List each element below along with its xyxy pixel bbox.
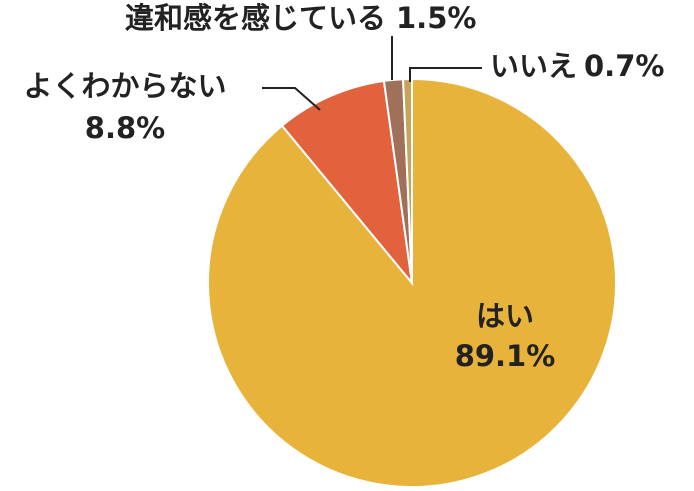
- slice-label: いいえ: [490, 49, 577, 83]
- leader-line: [262, 87, 321, 111]
- pie-slice: [401, 77, 413, 284]
- value-label: 0.7%: [584, 49, 664, 83]
- leader-line: [409, 67, 482, 82]
- slice-label: はい: [476, 299, 534, 333]
- labels: はい 89.1% よくわからない 8.8% 違和感を感じている 1.5% いいえ 0.7%: [23, 1, 664, 373]
- value-label: 89.1%: [455, 339, 556, 373]
- value-label: 8.8%: [85, 111, 165, 145]
- slice-label: 違和感を感じている: [125, 1, 386, 35]
- pie: [207, 77, 617, 488]
- pie-slice: [280, 79, 414, 287]
- slice-label: よくわからない: [23, 69, 226, 103]
- value-label: 1.5%: [396, 1, 476, 35]
